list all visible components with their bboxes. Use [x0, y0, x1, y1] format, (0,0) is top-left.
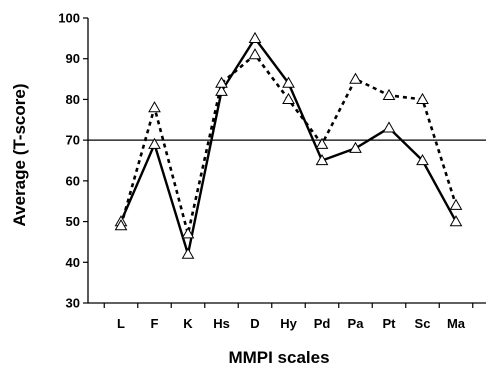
data-point-solid [282, 76, 295, 88]
x-tick-label: Pt [383, 316, 397, 331]
data-point-dotted [215, 76, 228, 88]
data-point-solid [315, 153, 329, 166]
y-axis-ticks: 30 40 50 60 70 80 90 100 [58, 11, 88, 311]
series-line-solid [119, 36, 458, 255]
data-point-solid [148, 137, 161, 149]
data-point-solid [349, 141, 362, 153]
x-axis-title: MMPI scales [228, 348, 329, 367]
data-point-dotted [148, 101, 161, 113]
data-point-dotted [282, 92, 295, 105]
data-point-solid [449, 215, 463, 227]
data-point-solid [215, 84, 228, 96]
data-point-dotted [181, 227, 195, 239]
series-layer [114, 31, 463, 259]
data-point-dotted [315, 137, 329, 149]
x-axis-ticks: L F K Hs D Hy Pd Pa Pt Sc Ma [103, 303, 474, 331]
x-tick-label: Sc [415, 316, 431, 331]
data-point-solid [416, 153, 429, 166]
y-tick-label: 50 [66, 214, 80, 229]
y-tick-label: 70 [66, 133, 80, 148]
x-tick-label: D [250, 316, 259, 331]
y-tick-label: 30 [66, 296, 80, 311]
data-point-solid [181, 247, 195, 259]
y-tick-label: 80 [66, 92, 80, 107]
x-tick-label: Pd [314, 316, 331, 331]
y-tick-label: 60 [66, 173, 80, 188]
x-tick-label: K [183, 316, 193, 331]
data-point-dotted [248, 48, 262, 60]
x-tick-label: Hs [213, 316, 230, 331]
data-point-dotted [382, 88, 396, 100]
y-tick-label: 90 [66, 51, 80, 66]
data-point-dotted [349, 72, 362, 84]
x-tick-label: F [151, 316, 159, 331]
data-point-dotted [114, 219, 128, 231]
data-point-dotted [416, 92, 429, 105]
data-point-solid [248, 31, 262, 43]
data-point-solid [382, 121, 396, 133]
y-tick-label: 100 [58, 11, 80, 26]
y-tick-label: 40 [66, 255, 80, 270]
data-point-dotted [449, 198, 463, 210]
x-tick-label: Pa [348, 316, 365, 331]
y-axis-title: Average (T-score) [10, 84, 29, 227]
x-tick-label: Hy [280, 316, 297, 331]
x-tick-label: L [117, 316, 125, 331]
x-tick-label: Ma [447, 316, 466, 331]
